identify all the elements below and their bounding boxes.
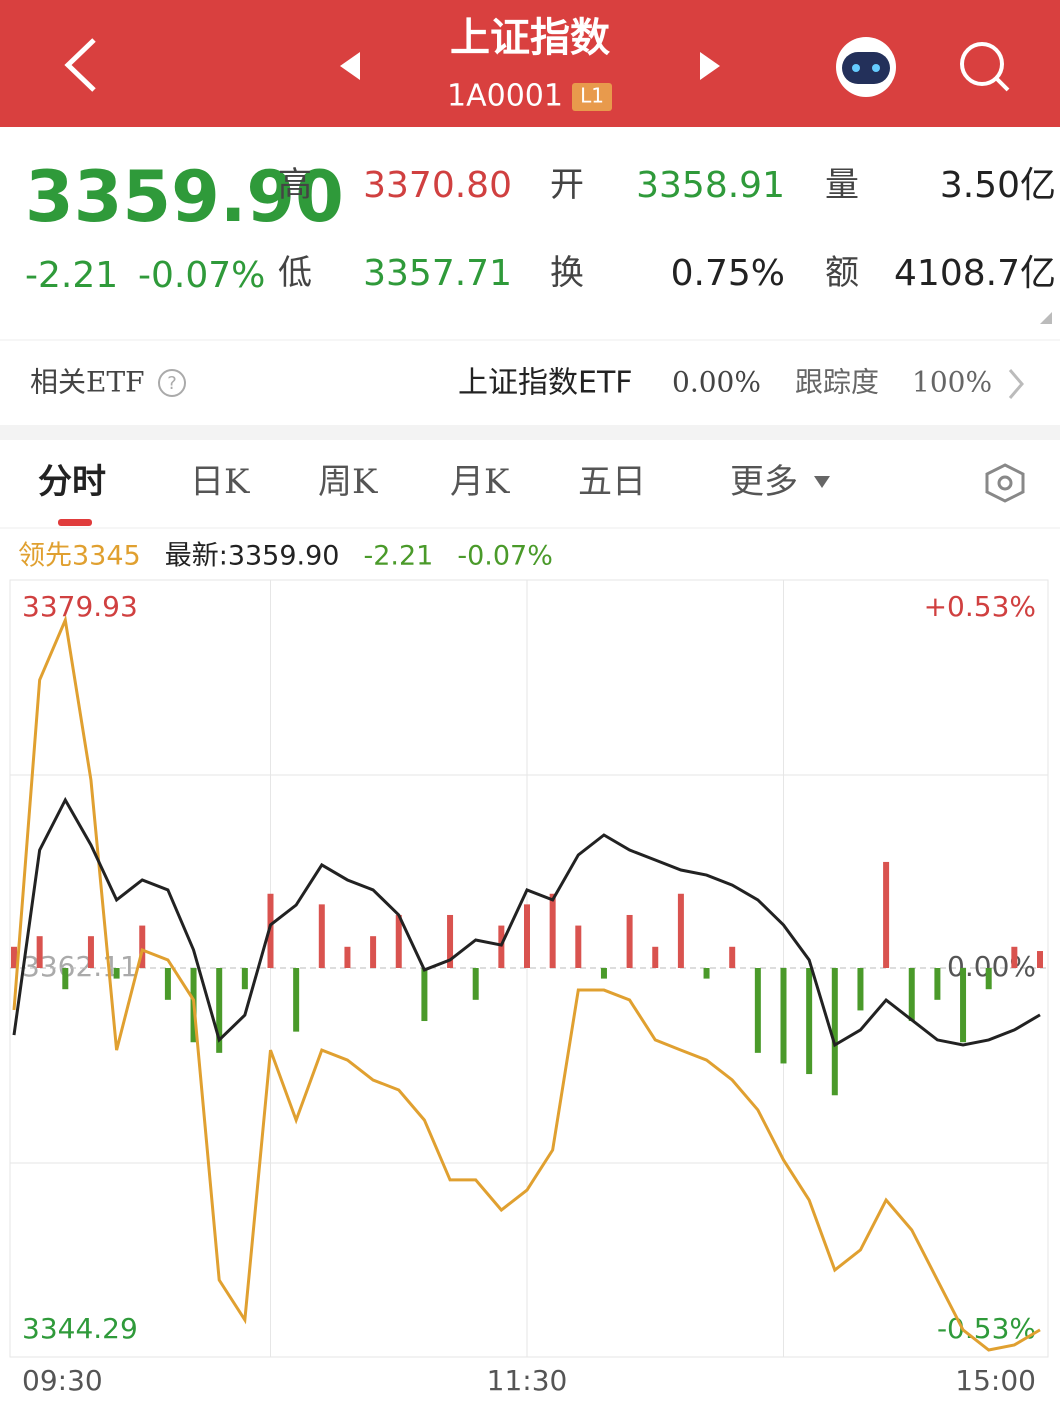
strength-bar [370,936,377,968]
strength-bar [575,925,582,968]
strength-bar [293,968,300,1032]
field-value: 0.75% [671,253,785,294]
strength-bar [806,968,813,1075]
search-icon[interactable] [960,42,1010,92]
strength-bar [677,893,684,968]
y-tick-label: 3344.29 [22,1312,138,1345]
robot-icon[interactable] [836,37,896,97]
etf-change: 0.00% [672,366,761,399]
field-label: 低 [278,253,312,293]
legend-entry: -0.07% [457,541,553,572]
strength-bar [703,968,710,979]
etf-name[interactable]: 上证指数ETF [458,366,633,401]
strength-bar [934,968,941,1000]
prev-button[interactable] [340,52,360,80]
tab[interactable]: 更多 [730,462,798,502]
x-tick-label: 15:00 [955,1364,1036,1397]
strength-bar [498,925,505,968]
tab[interactable]: 周K [318,462,378,502]
strength-bar [472,968,479,1000]
strength-bar [87,936,94,968]
strength-bar [857,968,864,1011]
next-button[interactable] [700,52,720,80]
legend-entry: -2.21 [363,541,433,572]
series-line [12,614,1041,1352]
help-icon[interactable] [158,369,186,397]
strength-bar [267,893,274,968]
strength-bar [960,968,967,1043]
strength-bar [11,946,17,968]
pct: -0.07% [138,255,265,296]
title: 上证指数 [450,15,610,61]
help-mark: ? [167,373,177,394]
strength-bar [241,968,248,990]
field-value: 4108.7亿 [894,253,1056,294]
field-label: 高 [278,165,312,205]
y2-tick-label: -0.53% [937,1312,1036,1345]
change: -2.21 [25,255,118,296]
expand-corner[interactable] [1040,312,1052,324]
strength-bar [831,968,838,1096]
field-value: 3357.71 [363,253,512,294]
legend-entry: 最新:3359.90 [165,541,340,572]
badge: L1 [580,84,604,108]
x-tick-label: 09:30 [22,1364,103,1397]
strength-bar [729,946,736,968]
track-label: 跟踪度 [795,366,879,399]
strength-bar [985,968,992,990]
tab-indicator [58,519,92,526]
strength-bar [344,946,351,968]
strength-bar [318,904,325,968]
field-value: 3358.91 [636,165,785,206]
strength-bar [780,968,787,1064]
strength-bar [36,936,43,968]
series-line [12,796,1041,1048]
strength-bar [883,861,890,968]
strength-bar [447,914,454,968]
strength-bar [549,893,556,968]
legend-entry: 领先3345 [18,541,141,572]
strength-bar [62,968,69,990]
more-caret [814,476,830,488]
tab[interactable]: 分时 [38,462,106,502]
tab[interactable]: 日K [190,462,250,502]
tab[interactable]: 五日 [578,462,646,502]
strength-bar [216,968,223,1053]
etf-label: 相关ETF [30,366,145,399]
strength-bar [626,914,633,968]
y2-tick-label: +0.53% [924,590,1036,623]
strength-bar [754,968,761,1053]
strength-bar [652,946,659,968]
strength-bar [113,968,120,979]
strength-bar [395,914,402,968]
field-label: 额 [825,253,859,293]
field-value: 3370.80 [363,165,512,206]
etf-arrow[interactable] [1008,369,1024,399]
field-value: 3.50亿 [940,165,1056,206]
badge-bg [572,83,612,111]
strength-bar [908,968,915,1022]
strength-bar [1037,951,1043,968]
track-value: 100% [912,366,992,399]
field-label: 量 [825,165,859,205]
field-label: 换 [550,253,584,293]
settings-icon[interactable] [985,463,1025,503]
strength-bar [524,904,530,968]
strength-bar [164,968,171,1000]
tab[interactable]: 月K [450,462,510,502]
gap [0,425,1060,440]
back-button[interactable] [64,38,96,92]
strength-bar [139,925,146,968]
strength-bar [421,968,428,1022]
price: 3359.90 [25,156,344,238]
code: 1A0001 [447,79,563,114]
strength-bar [1011,946,1018,968]
x-tick-label: 11:30 [487,1364,568,1397]
y-tick-label: 3379.93 [22,590,138,623]
strength-bar [600,968,607,979]
field-label: 开 [550,165,584,205]
